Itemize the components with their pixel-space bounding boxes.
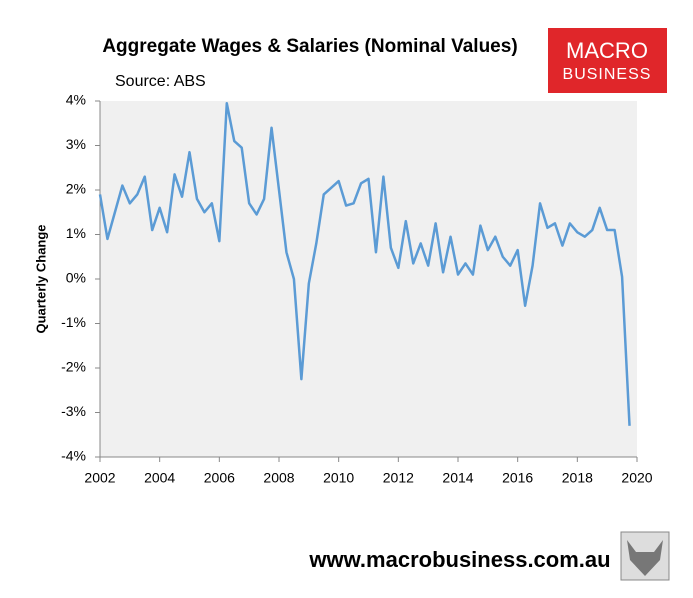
logo-text: MACRO — [566, 38, 648, 63]
y-tick-label: 2% — [66, 181, 86, 197]
x-tick-label: 2016 — [502, 470, 533, 486]
logo-box — [548, 28, 667, 93]
chart-title: Aggregate Wages & Salaries (Nominal Valu… — [102, 36, 517, 57]
y-tick-label: -3% — [61, 403, 86, 419]
x-tick-label: 2006 — [204, 470, 235, 486]
logo: MACRO BUSINESS — [548, 28, 667, 93]
x-tick-label: 2002 — [84, 470, 115, 486]
x-tick-label: 2012 — [383, 470, 414, 486]
y-axis-label: Quarterly Change — [33, 224, 48, 333]
footer-url: www.macrobusiness.com.au — [308, 547, 610, 572]
y-tick-label: 1% — [66, 225, 86, 241]
y-tick-label: -1% — [61, 314, 86, 330]
y-tick-label: 4% — [66, 92, 86, 108]
x-tick-label: 2014 — [442, 470, 473, 486]
y-tick-label: -2% — [61, 359, 86, 375]
plot-area — [100, 101, 637, 457]
logo-text: BUSINESS — [563, 66, 652, 83]
x-tick-label: 2018 — [562, 470, 593, 486]
x-tick-label: 2008 — [263, 470, 294, 486]
y-tick-label: 0% — [66, 270, 86, 286]
series-line — [98, 101, 631, 426]
x-tick-label: 2010 — [323, 470, 354, 486]
y-tick-label: -4% — [61, 448, 86, 464]
wolf-icon — [620, 531, 670, 581]
y-tick-label: 3% — [66, 136, 86, 152]
chart-subtitle: Source: ABS — [115, 73, 206, 90]
x-tick-label: 2004 — [144, 470, 175, 486]
icon-shape — [627, 540, 663, 576]
x-tick-label: 2020 — [621, 470, 652, 486]
